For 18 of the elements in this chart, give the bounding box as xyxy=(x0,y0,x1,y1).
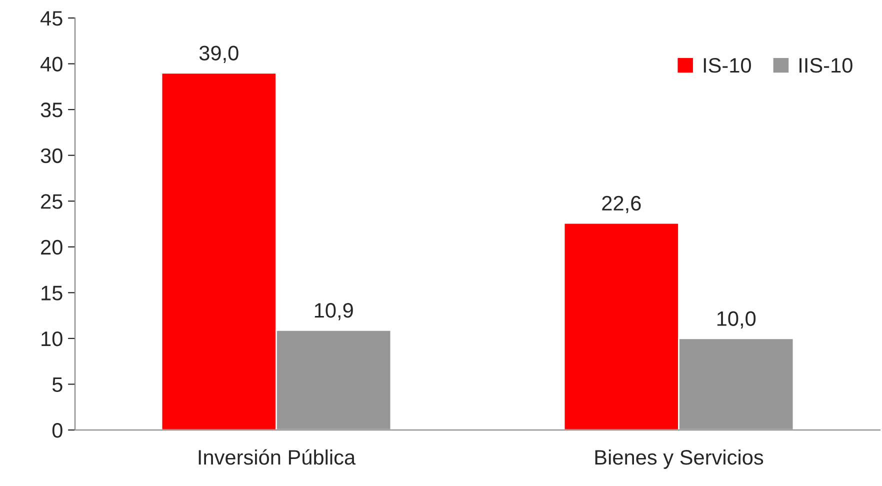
y-tick-label: 10 xyxy=(42,331,62,346)
y-tick-label: 20 xyxy=(41,240,62,255)
x-tick-label: Inversión Pública xyxy=(198,449,356,465)
y-tick-label: 15 xyxy=(42,286,62,300)
y-tick-label: 45 xyxy=(40,11,62,26)
x-tick-label: Bienes y Servicios xyxy=(595,449,764,469)
y-tick-label: 35 xyxy=(40,102,62,118)
data-label: 10,9 xyxy=(314,303,353,320)
data-label: 39,0 xyxy=(199,46,238,63)
y-tick-label: 30 xyxy=(40,148,62,164)
y-tick-label: 5 xyxy=(52,377,62,392)
y-tick-label: 25 xyxy=(41,194,62,209)
legend-label: IS-10 xyxy=(704,58,751,73)
data-label: 22,6 xyxy=(602,196,641,214)
y-tick-label: 0 xyxy=(52,423,62,438)
data-label: 10,0 xyxy=(717,311,756,328)
y-tick-label: 40 xyxy=(40,56,62,72)
legend-label: IIS-10 xyxy=(800,58,852,73)
